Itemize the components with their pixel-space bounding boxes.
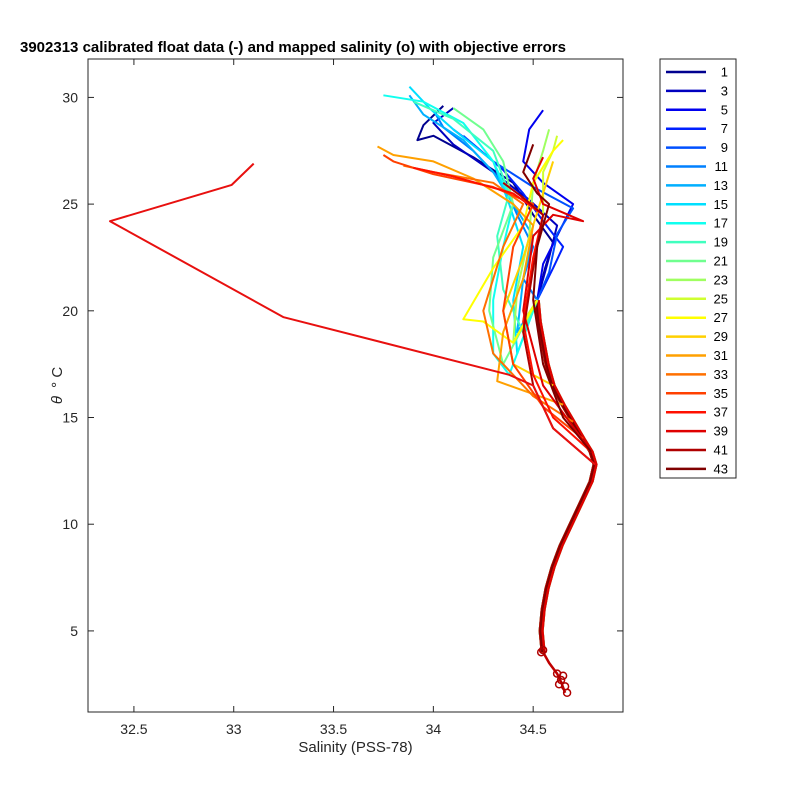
mapped-salinity-marker: [536, 647, 546, 657]
profile-line: [522, 109, 575, 301]
legend-label: 9: [721, 140, 728, 155]
legend-label: 35: [714, 386, 728, 401]
legend-label: 17: [714, 216, 728, 231]
legend-label: 15: [714, 197, 728, 212]
mapped-salinity-marker: [558, 671, 568, 680]
x-tick-label: 32.5: [120, 721, 147, 737]
legend-label: 21: [714, 254, 728, 269]
svg-text:θ ° C: θ ° C: [49, 367, 66, 404]
profile-line: [502, 161, 555, 387]
y-axis: 5 10 15 20 25 30: [62, 89, 623, 639]
legend-label: 41: [714, 443, 728, 458]
profile-line: [383, 94, 539, 376]
y-tick-label: 30: [62, 89, 78, 105]
profile-line: [377, 145, 564, 406]
y-tick-label: 10: [62, 516, 78, 532]
legend-label: 23: [714, 272, 728, 287]
profile-line: [413, 166, 592, 453]
y-tick-label: 15: [62, 410, 78, 426]
y-axis-label-unit: ° C: [49, 367, 66, 388]
x-tick-label: 33.5: [320, 721, 347, 737]
x-axis: 32.5 33 33.5 34 34.5: [120, 59, 547, 737]
legend-label: 37: [714, 405, 728, 420]
plot-area: [109, 86, 598, 698]
mapped-salinity-marker: [556, 675, 566, 685]
legend-label: 13: [714, 178, 728, 193]
mapped-salinity-marker: [562, 688, 572, 698]
y-tick-label: 5: [70, 623, 78, 639]
x-tick-label: 33: [226, 721, 242, 737]
mapped-salinity-marker: [554, 680, 564, 689]
legend-label: 1: [721, 65, 728, 80]
y-axis-label: θ ° C: [49, 367, 66, 404]
profile-line: [432, 107, 559, 301]
chart-title: 3902313 calibrated float data (-) and ma…: [20, 39, 566, 56]
legend-label: 31: [714, 348, 728, 363]
x-tick-label: 34.5: [520, 721, 547, 737]
profile-line: [382, 154, 584, 440]
legend-label: 3: [721, 83, 728, 98]
profile-line: [413, 100, 539, 334]
mapped-salinity-marker: [538, 645, 548, 655]
deep-profile-line: [537, 300, 598, 653]
plot-frame: [87, 58, 624, 713]
deep-profile-line: [535, 300, 596, 653]
legend-label: 11: [715, 159, 729, 174]
y-tick-label: 20: [62, 303, 78, 319]
y-tick-label: 25: [62, 196, 78, 212]
legend-label: 25: [714, 291, 728, 306]
legend-label: 39: [714, 424, 728, 439]
y-axis-label-symbol: θ: [49, 396, 66, 404]
profile-line: [522, 144, 592, 453]
x-axis-label: Salinity (PSS-78): [298, 739, 412, 756]
outlier-profile-line: [109, 162, 596, 466]
legend-label: 7: [721, 121, 728, 136]
legend-label: 27: [714, 310, 728, 325]
legend-label: 43: [714, 461, 728, 476]
legend-label: 29: [714, 329, 728, 344]
profile-line: [522, 156, 592, 453]
legend-label: 5: [721, 102, 728, 117]
profile-line: [408, 86, 539, 355]
legend-label: 19: [714, 235, 728, 250]
legend-label: 33: [714, 367, 728, 382]
x-tick-label: 34: [426, 721, 442, 737]
